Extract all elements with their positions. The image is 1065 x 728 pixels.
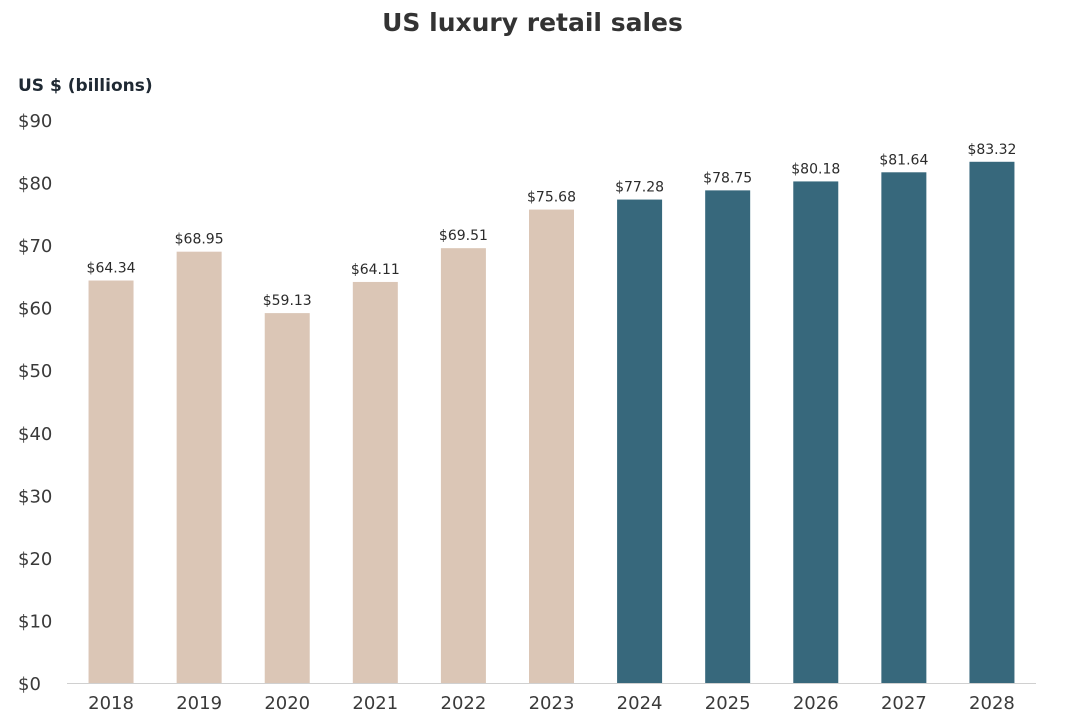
x-tick-label: 2026 [793,693,839,714]
value-label: $64.34 [87,261,136,277]
y-tick-label: $20 [18,549,52,570]
value-label: $83.32 [967,142,1016,158]
value-label: $77.28 [615,180,664,196]
value-label: $81.64 [879,152,928,168]
bars [88,161,1015,683]
value-label: $59.13 [263,293,312,309]
chart-title: US luxury retail sales [382,8,683,37]
bar-2020 [264,313,310,683]
bar-2018 [88,280,134,683]
x-tick-label: 2024 [617,693,663,714]
y-tick-label: $90 [18,111,52,132]
value-label: $75.68 [527,190,576,206]
y-tick-label: $40 [18,424,52,445]
y-tick-label: $70 [18,236,52,257]
y-tick-label: $80 [18,174,52,195]
value-label: $68.95 [175,232,224,248]
y-tick-label: $0 [18,674,41,695]
value-label: $78.75 [703,170,752,186]
y-tick-label: $60 [18,299,52,320]
bar-2021 [352,281,398,683]
x-tick-label: 2021 [352,693,398,714]
value-label: $64.11 [351,262,400,278]
x-tick-label: 2025 [705,693,751,714]
x-tick-label: 2022 [441,693,487,714]
x-tick-label: 2020 [264,693,310,714]
bar-2024 [617,199,663,683]
bar-2026 [793,181,839,683]
x-tick-label: 2028 [969,693,1015,714]
y-axis-ticks: $0 $10 $20 $30 $40 $50 $60 $70 $80 $90 [18,111,52,695]
y-tick-label: $10 [18,611,52,632]
y-axis-label: US $ (billions) [18,76,153,96]
bar-2027 [881,172,927,683]
x-tick-label: 2019 [176,693,222,714]
x-tick-label: 2018 [88,693,134,714]
bar-2023 [529,209,574,683]
x-axis-ticks: 2018 2019 2020 2021 2022 2023 2024 2025 2026 2027… [88,693,1015,714]
bar-2025 [705,190,751,683]
bar-2019 [176,251,222,683]
value-label: $80.18 [791,161,840,177]
y-tick-label: $50 [18,361,52,382]
value-label: $69.51 [439,228,488,244]
bar-2022 [440,248,486,683]
bar-2028 [969,161,1015,683]
y-tick-label: $30 [18,486,52,507]
x-tick-label: 2027 [881,693,927,714]
x-tick-label: 2023 [529,693,575,714]
value-labels: $64.34 $68.95 $59.13 $64.11 $69.51 $75.68 $77.… [87,142,1017,309]
